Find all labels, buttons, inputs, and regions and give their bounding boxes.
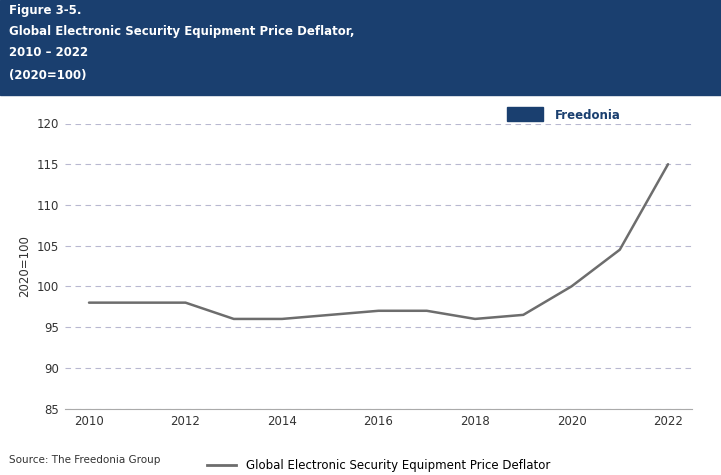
Text: Freedonia: Freedonia	[555, 109, 621, 122]
Text: Group: Group	[555, 133, 583, 142]
Text: Global Electronic Security Equipment Price Deflator,: Global Electronic Security Equipment Pri…	[9, 25, 354, 38]
Text: Figure 3-5.: Figure 3-5.	[9, 4, 81, 17]
Text: Source: The Freedonia Group: Source: The Freedonia Group	[9, 455, 160, 465]
Y-axis label: 2020=100: 2020=100	[19, 235, 32, 297]
Text: 2010 – 2022: 2010 – 2022	[9, 46, 88, 59]
Legend: Global Electronic Security Equipment Price Deflator: Global Electronic Security Equipment Pri…	[202, 454, 555, 475]
Bar	[531, 133, 543, 145]
Bar	[507, 107, 543, 121]
Text: (2020=100): (2020=100)	[9, 69, 86, 82]
Bar	[507, 133, 527, 145]
